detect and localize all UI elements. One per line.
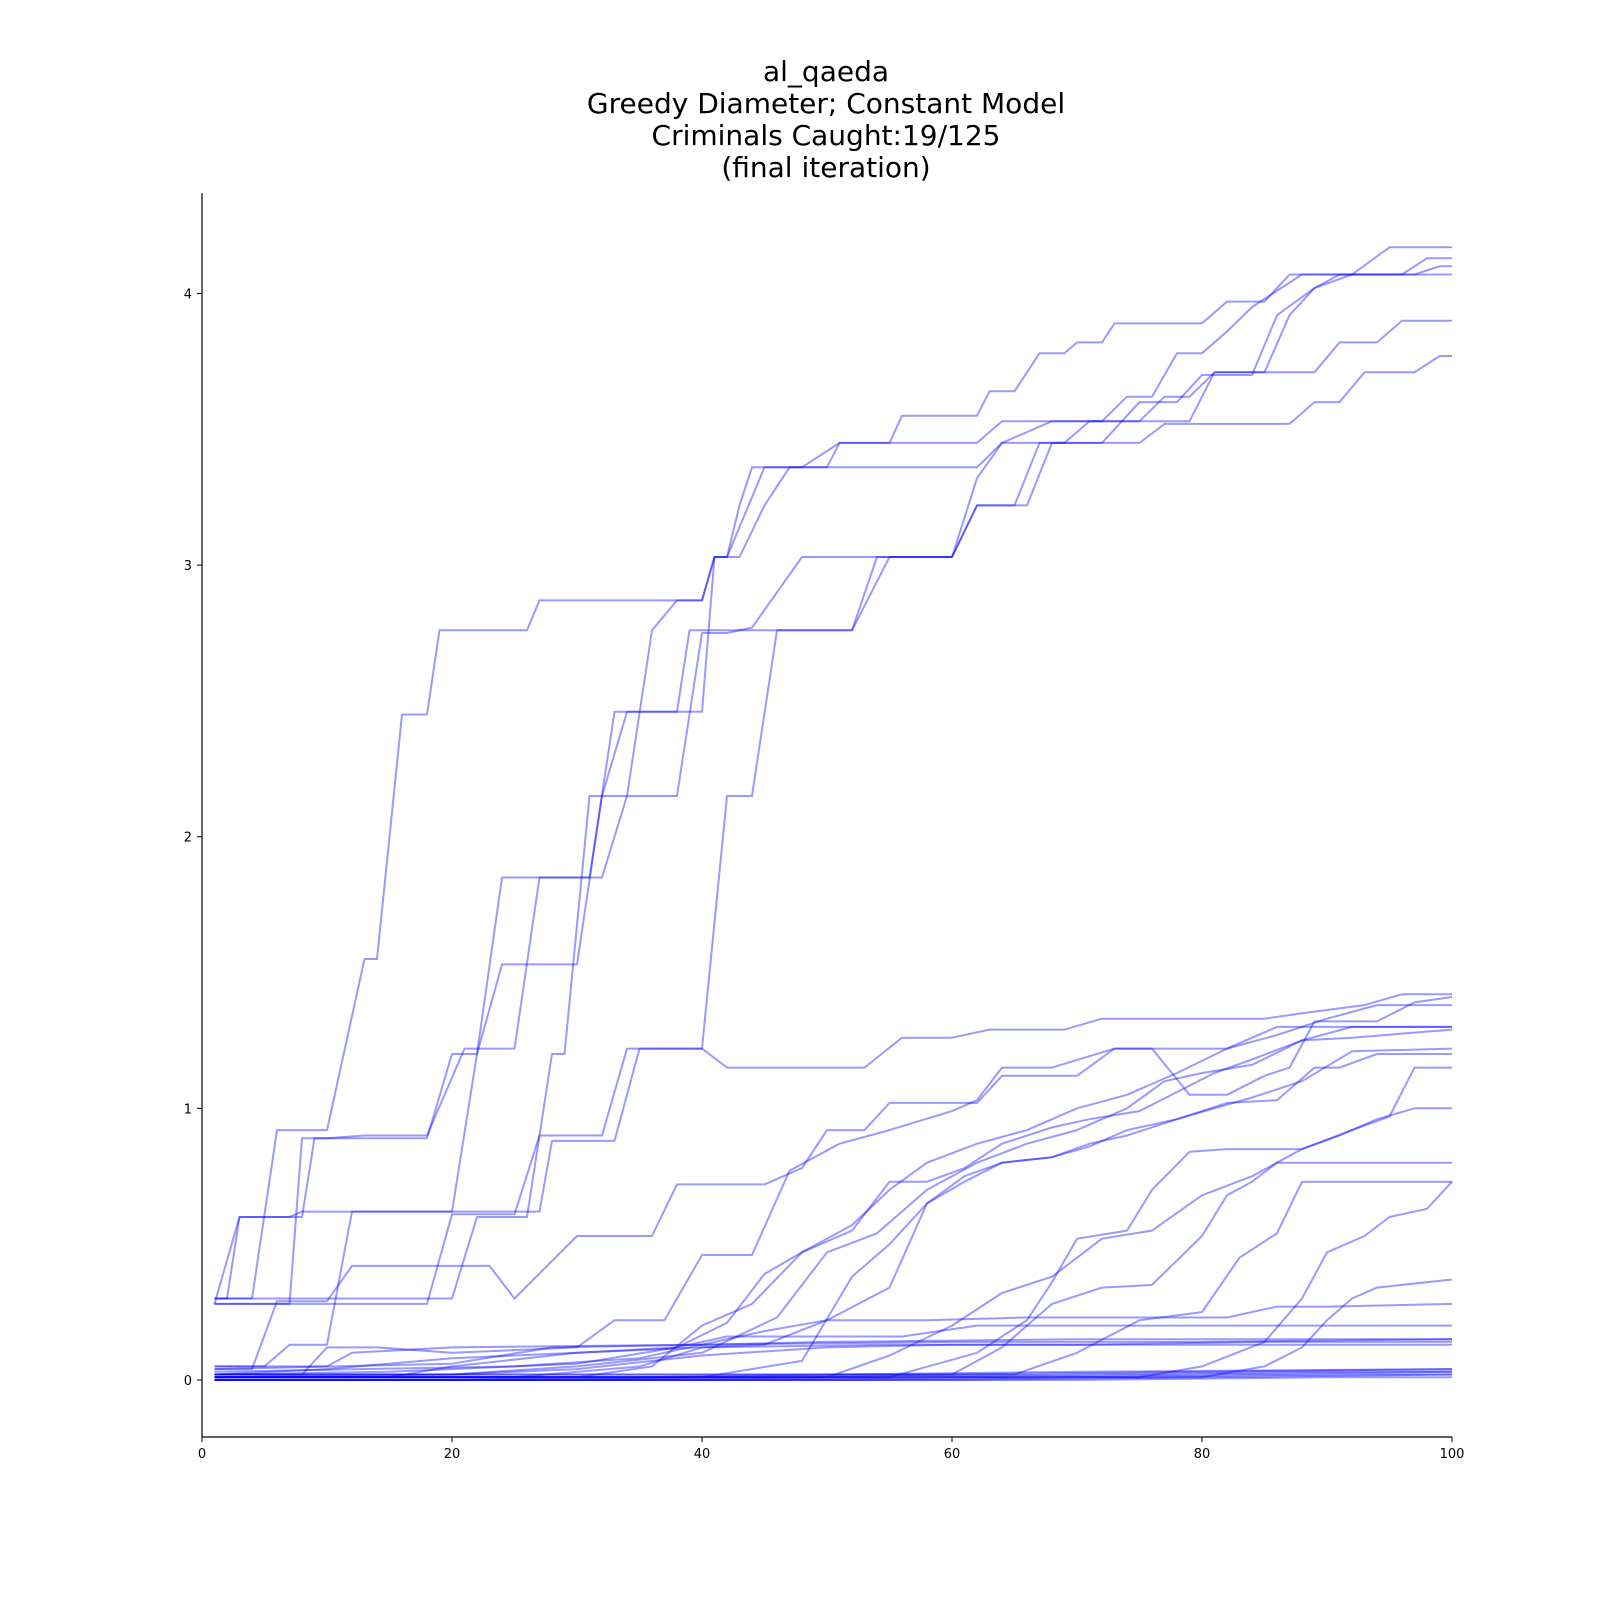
series-line-26 [214, 1302, 1453, 1373]
title-line-4: (final iteration) [721, 151, 931, 184]
series-line-25 [214, 1324, 1452, 1376]
series-line-7 [214, 993, 1452, 1368]
x-tick-label-20: 20 [444, 1447, 461, 1462]
series-line-27 [214, 1368, 1453, 1381]
y-tick-label-0: 0 [184, 1374, 192, 1389]
series-line-18 [214, 1180, 1452, 1376]
y-tick-label-3: 3 [184, 559, 192, 574]
series-line-19 [214, 1181, 1453, 1379]
series-line-23 [214, 1340, 1452, 1376]
x-tick-label-40: 40 [694, 1447, 711, 1462]
series-line-14 [214, 1053, 1452, 1379]
series-line-24 [214, 1343, 1452, 1379]
series-line-17 [214, 1161, 1452, 1376]
series-line-15 [214, 1066, 1452, 1379]
chart-title: al_qaeda Greedy Diameter; Constant Model… [0, 56, 1600, 184]
series-line-32 [214, 1376, 1452, 1381]
series-line-4 [214, 257, 1452, 1305]
title-line-1: al_qaeda [762, 55, 890, 88]
x-tick-label-0: 0 [198, 1447, 206, 1462]
series-line-33 [214, 1368, 1453, 1379]
x-tick-label-80: 80 [1194, 1447, 1211, 1462]
series-line-16 [214, 1107, 1452, 1379]
series-line-28 [214, 1370, 1452, 1381]
series-line-21 [214, 1338, 1453, 1368]
series-line-12 [214, 1028, 1453, 1379]
x-tick-label-60: 60 [944, 1447, 961, 1462]
title-line-2: Greedy Diameter; Constant Model [586, 87, 1066, 120]
series-line-30 [214, 1373, 1452, 1381]
series-line-8 [214, 1004, 1452, 1371]
series-line-11 [214, 1025, 1452, 1376]
series-line-6 [214, 355, 1452, 1300]
series-line-9 [214, 996, 1453, 1376]
series-line-20 [214, 1278, 1453, 1379]
series-line-31 [214, 1373, 1453, 1381]
series-line-13 [214, 1047, 1453, 1379]
series-line-2 [214, 273, 1452, 1300]
y-tick-label-2: 2 [184, 831, 192, 846]
series-line-22 [214, 1338, 1452, 1371]
axes-layer: 0 20 40 60 80 100 0 1 2 3 4 [184, 193, 1465, 1462]
series-line-5 [214, 265, 1452, 1305]
y-tick-label-1: 1 [184, 1102, 192, 1117]
series-line-10 [214, 1025, 1452, 1379]
title-line-3: Criminals Caught:19/125 [651, 119, 1001, 152]
y-tick-label-4: 4 [184, 287, 192, 302]
series-line-1 [214, 246, 1452, 1300]
series-line-3 [213, 319, 1452, 1305]
x-tick-label-100: 100 [1440, 1447, 1465, 1462]
series-layer [213, 246, 1453, 1381]
series-line-29 [214, 1370, 1453, 1381]
